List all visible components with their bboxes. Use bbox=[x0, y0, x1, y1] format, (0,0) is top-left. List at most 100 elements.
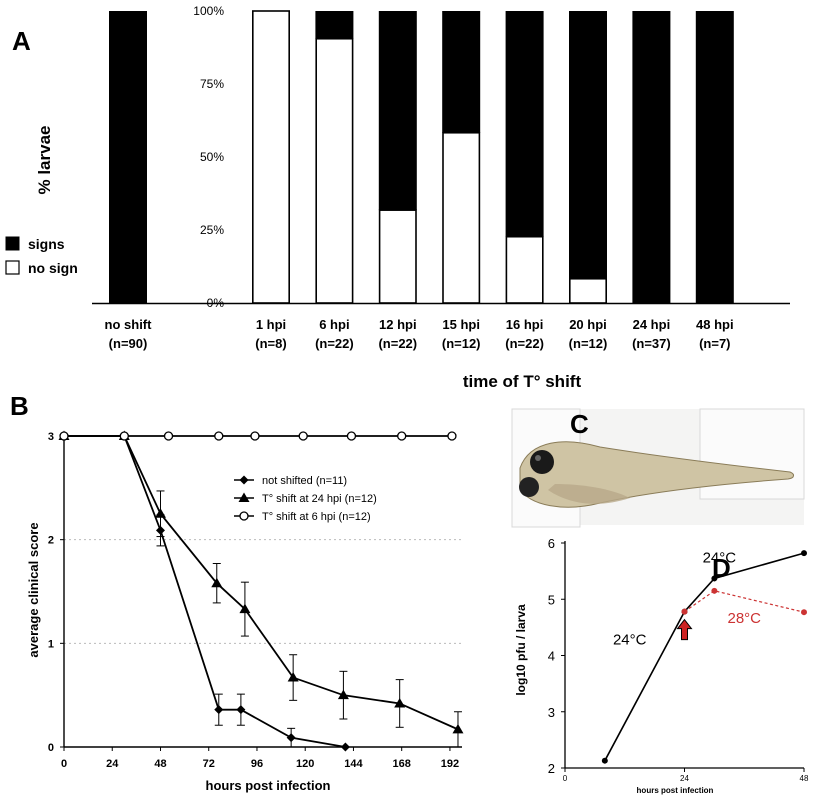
legend-swatch-no-sign bbox=[5, 260, 20, 275]
data-point bbox=[154, 508, 166, 518]
legend-label: T° shift at 6 hpi (n=12) bbox=[262, 511, 371, 523]
data-point bbox=[394, 697, 406, 708]
data-point bbox=[801, 609, 807, 616]
bar-signs bbox=[109, 11, 147, 303]
y-tick-label: 2 bbox=[48, 535, 54, 547]
legend-label: T° shift at 24 hpi (n=12) bbox=[262, 493, 377, 505]
bar-signs bbox=[442, 11, 481, 133]
x-tick-label: 48 bbox=[154, 758, 166, 770]
y-tick-label: 3 bbox=[548, 705, 555, 720]
bar-signs bbox=[569, 11, 607, 279]
panel-c-larva-photo: C bbox=[511, 408, 805, 528]
panel-d-xlabel: hours post infection bbox=[637, 786, 714, 795]
x-tick-label: 0 bbox=[563, 774, 568, 783]
panel-b-series bbox=[58, 430, 464, 752]
panel-d-series bbox=[601, 550, 807, 764]
x-tick-label: 192 bbox=[441, 758, 459, 770]
y-tick-label: 25% bbox=[200, 223, 224, 237]
y-tick-label: 5 bbox=[548, 592, 555, 607]
panel-d-annotations: 24°C 24°C 28°C bbox=[613, 550, 761, 649]
data-point bbox=[238, 492, 250, 502]
category-n-label: (n=8) bbox=[255, 336, 286, 351]
bar-no-sign bbox=[505, 235, 544, 304]
x-tick-label: 96 bbox=[251, 758, 263, 770]
data-point bbox=[298, 431, 308, 441]
x-tick-label: 120 bbox=[296, 758, 314, 770]
data-point bbox=[801, 550, 807, 557]
panel-b-line-chart: B average clinical score hours post infe… bbox=[10, 391, 464, 793]
larva-yolk bbox=[548, 484, 630, 504]
category-label: 6 hpi bbox=[319, 317, 349, 332]
panel-b-axes: 0 1 2 3 0 24 48 72 96 120 144 168 192 bbox=[48, 431, 462, 770]
y-tick-label: 6 bbox=[548, 536, 555, 551]
panel-d-axes: 2 3 4 5 6 0 24 48 bbox=[548, 536, 809, 783]
data-point bbox=[163, 431, 174, 441]
category-n-label: (n=22) bbox=[315, 336, 354, 351]
series-line bbox=[604, 552, 805, 762]
data-point bbox=[287, 672, 299, 682]
larva-eye-highlight bbox=[535, 455, 541, 461]
shift-arrow-icon bbox=[676, 618, 693, 641]
panel-a-category-labels: no shift (n=90) 1 hpi (n=8) 6 hpi (n=22) 12 hp… bbox=[105, 317, 734, 351]
category-label: 48 hpi bbox=[696, 317, 734, 332]
data-point bbox=[681, 608, 688, 615]
bar-signs bbox=[505, 11, 544, 237]
legend-label-no-sign: no sign bbox=[28, 260, 78, 276]
annotation-label: 24°C bbox=[613, 631, 647, 648]
y-tick-label: 75% bbox=[200, 77, 224, 91]
data-point bbox=[59, 431, 69, 441]
data-point bbox=[239, 603, 251, 614]
legend-label-signs: signs bbox=[28, 236, 65, 252]
category-label: 12 hpi bbox=[379, 317, 417, 332]
data-point bbox=[236, 705, 246, 715]
larva-eye bbox=[530, 450, 554, 474]
data-point bbox=[711, 587, 718, 594]
legend-label: not shifted (n=11) bbox=[262, 475, 347, 487]
data-point bbox=[214, 705, 224, 715]
y-tick-label: 2 bbox=[548, 761, 555, 776]
category-n-label: (n=90) bbox=[109, 336, 148, 351]
x-tick-label: 72 bbox=[203, 758, 215, 770]
bar-signs bbox=[632, 11, 671, 303]
data-point bbox=[447, 431, 457, 441]
panel-a-y-ticks: 0%25%50%75%100% bbox=[92, 4, 790, 310]
category-label: 1 hpi bbox=[256, 317, 286, 332]
series-line bbox=[684, 590, 805, 613]
category-label: no shift bbox=[105, 317, 153, 332]
panel-b-xlabel: hours post infection bbox=[206, 778, 331, 793]
bar-no-sign bbox=[315, 37, 354, 304]
bar-no-sign bbox=[378, 209, 417, 304]
x-tick-label: 24 bbox=[680, 774, 689, 783]
data-point bbox=[119, 431, 129, 441]
annotation-label: 24°C bbox=[703, 550, 737, 567]
panel-d-ylabel: log10 pfu / larva bbox=[514, 604, 528, 696]
panel-a-xlabel: time of T° shift bbox=[463, 372, 582, 391]
annotation-label: 28°C bbox=[727, 610, 761, 627]
category-n-label: (n=22) bbox=[378, 336, 417, 351]
panel-d-line-chart: D log10 pfu / larva hours post infection… bbox=[514, 536, 809, 795]
data-point bbox=[239, 475, 249, 485]
category-n-label: (n=22) bbox=[505, 336, 544, 351]
x-tick-label: 168 bbox=[393, 758, 411, 770]
data-point bbox=[601, 757, 608, 764]
data-point bbox=[286, 733, 296, 743]
data-point bbox=[346, 431, 357, 441]
panel-a-bars bbox=[109, 10, 734, 304]
data-point bbox=[250, 431, 260, 441]
data-point bbox=[452, 723, 464, 734]
category-label: 24 hpi bbox=[633, 317, 671, 332]
panel-b-legend: not shifted (n=11) T° shift at 24 hpi (n=… bbox=[234, 475, 377, 523]
bar-signs bbox=[695, 11, 734, 303]
data-point bbox=[239, 511, 249, 521]
panel-a-label: A bbox=[12, 26, 31, 56]
panel-b-grid bbox=[64, 539, 462, 644]
category-n-label: (n=37) bbox=[632, 336, 671, 351]
y-tick-label: 1 bbox=[48, 638, 54, 650]
panel-b-label: B bbox=[10, 391, 29, 421]
y-tick-label: 0 bbox=[48, 742, 54, 754]
panel-c-label: C bbox=[570, 409, 589, 439]
y-tick-label: 3 bbox=[48, 431, 54, 443]
bar-signs bbox=[378, 11, 417, 211]
panel-a-bar-chart: A % larvae time of T° shift 0%25%50%75%1… bbox=[5, 4, 790, 391]
